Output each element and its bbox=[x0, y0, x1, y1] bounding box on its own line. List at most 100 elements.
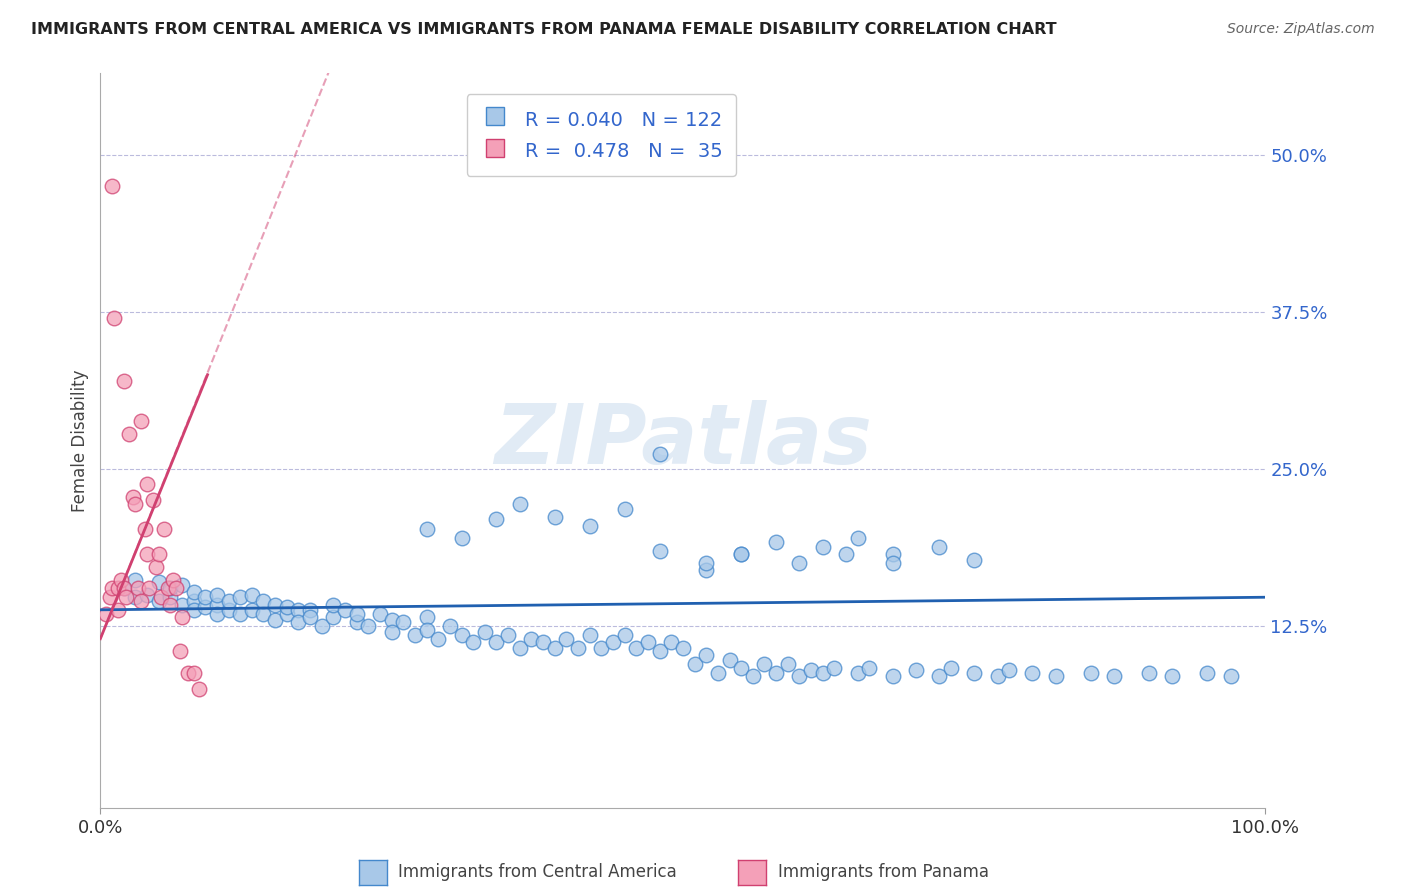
Point bbox=[148, 575, 170, 590]
Point bbox=[741, 669, 763, 683]
Point bbox=[928, 540, 950, 554]
Point bbox=[149, 591, 172, 605]
Point bbox=[183, 585, 205, 599]
Point bbox=[683, 657, 706, 671]
Point bbox=[138, 582, 160, 596]
Point bbox=[496, 628, 519, 642]
Point bbox=[520, 632, 543, 646]
Point bbox=[998, 663, 1021, 677]
Point bbox=[183, 665, 205, 680]
Point bbox=[159, 598, 181, 612]
Point bbox=[591, 640, 613, 655]
Point bbox=[730, 548, 752, 562]
Point bbox=[718, 653, 741, 667]
Point bbox=[122, 490, 145, 504]
Point bbox=[939, 660, 962, 674]
Point bbox=[177, 665, 200, 680]
Point bbox=[381, 625, 404, 640]
Point bbox=[96, 607, 118, 621]
Point bbox=[252, 594, 274, 608]
Point bbox=[311, 619, 333, 633]
Point bbox=[509, 640, 531, 655]
Point bbox=[485, 635, 508, 649]
Point bbox=[730, 660, 752, 674]
Point bbox=[415, 623, 437, 637]
Point bbox=[240, 603, 263, 617]
Point bbox=[776, 657, 799, 671]
Point bbox=[1137, 665, 1160, 680]
Point bbox=[1102, 669, 1125, 683]
Point bbox=[112, 582, 135, 596]
Point bbox=[205, 607, 228, 621]
Point bbox=[485, 512, 508, 526]
Point bbox=[162, 573, 184, 587]
Point bbox=[835, 548, 858, 562]
Point bbox=[531, 635, 554, 649]
Point bbox=[134, 522, 156, 536]
Point bbox=[194, 600, 217, 615]
Point bbox=[183, 594, 205, 608]
Point bbox=[357, 619, 380, 633]
Point bbox=[148, 548, 170, 562]
Point bbox=[346, 607, 368, 621]
Point bbox=[287, 603, 309, 617]
Point bbox=[264, 613, 287, 627]
Point bbox=[544, 640, 567, 655]
Point bbox=[730, 548, 752, 562]
Point bbox=[882, 556, 904, 570]
Point bbox=[381, 613, 404, 627]
Point bbox=[170, 610, 193, 624]
Point bbox=[882, 669, 904, 683]
Point bbox=[205, 598, 228, 612]
Point bbox=[129, 594, 152, 608]
Point bbox=[392, 615, 415, 630]
Point bbox=[404, 628, 426, 642]
Text: Immigrants from Panama: Immigrants from Panama bbox=[778, 863, 988, 881]
Point bbox=[509, 497, 531, 511]
Text: Source: ZipAtlas.com: Source: ZipAtlas.com bbox=[1227, 22, 1375, 37]
Point bbox=[450, 531, 472, 545]
Point bbox=[252, 607, 274, 621]
Point bbox=[544, 509, 567, 524]
Point bbox=[765, 665, 787, 680]
Point bbox=[578, 518, 600, 533]
Point bbox=[124, 497, 146, 511]
Point bbox=[276, 607, 298, 621]
Point bbox=[170, 577, 193, 591]
Text: ZIPatlas: ZIPatlas bbox=[494, 401, 872, 481]
Point bbox=[474, 625, 496, 640]
Point bbox=[101, 179, 124, 194]
Point bbox=[648, 543, 671, 558]
Point bbox=[136, 548, 159, 562]
Text: Immigrants from Central America: Immigrants from Central America bbox=[398, 863, 676, 881]
Point bbox=[963, 665, 986, 680]
Point bbox=[165, 582, 187, 596]
Point bbox=[858, 660, 880, 674]
Point bbox=[148, 594, 170, 608]
Point bbox=[765, 535, 787, 549]
Point bbox=[602, 635, 624, 649]
Point bbox=[346, 615, 368, 630]
Point bbox=[170, 598, 193, 612]
Point bbox=[205, 588, 228, 602]
Point bbox=[1021, 665, 1043, 680]
Point bbox=[450, 628, 472, 642]
Point bbox=[555, 632, 578, 646]
Point bbox=[1197, 665, 1219, 680]
Point bbox=[145, 560, 167, 574]
Point bbox=[333, 603, 356, 617]
Point bbox=[439, 619, 461, 633]
Point bbox=[811, 665, 834, 680]
Text: IMMIGRANTS FROM CENTRAL AMERICA VS IMMIGRANTS FROM PANAMA FEMALE DISABILITY CORR: IMMIGRANTS FROM CENTRAL AMERICA VS IMMIG… bbox=[31, 22, 1056, 37]
Point bbox=[112, 582, 135, 596]
Point bbox=[800, 663, 823, 677]
Point bbox=[101, 582, 124, 596]
Point bbox=[789, 556, 811, 570]
Point bbox=[110, 573, 132, 587]
Point bbox=[218, 603, 240, 617]
Point bbox=[427, 632, 450, 646]
Legend: R = 0.040   N = 122, R =  0.478   N =  35: R = 0.040 N = 122, R = 0.478 N = 35 bbox=[467, 94, 737, 177]
Point bbox=[648, 644, 671, 658]
Point bbox=[115, 591, 138, 605]
Point bbox=[107, 603, 129, 617]
